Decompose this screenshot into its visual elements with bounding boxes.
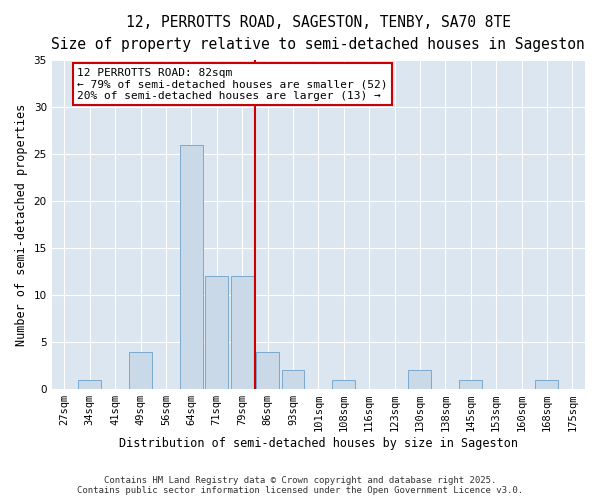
Bar — [332, 380, 355, 389]
Bar — [409, 370, 431, 389]
Bar — [180, 145, 203, 389]
Bar — [459, 380, 482, 389]
Bar — [129, 352, 152, 389]
X-axis label: Distribution of semi-detached houses by size in Sageston: Distribution of semi-detached houses by … — [119, 437, 518, 450]
Title: 12, PERROTTS ROAD, SAGESTON, TENBY, SA70 8TE
Size of property relative to semi-d: 12, PERROTTS ROAD, SAGESTON, TENBY, SA70… — [52, 15, 585, 52]
Bar — [205, 276, 228, 389]
Bar — [231, 276, 254, 389]
Bar — [535, 380, 559, 389]
Bar — [79, 380, 101, 389]
Text: Contains HM Land Registry data © Crown copyright and database right 2025.
Contai: Contains HM Land Registry data © Crown c… — [77, 476, 523, 495]
Bar — [281, 370, 304, 389]
Y-axis label: Number of semi-detached properties: Number of semi-detached properties — [15, 104, 28, 346]
Bar — [256, 352, 279, 389]
Text: 12 PERROTTS ROAD: 82sqm
← 79% of semi-detached houses are smaller (52)
20% of se: 12 PERROTTS ROAD: 82sqm ← 79% of semi-de… — [77, 68, 388, 101]
